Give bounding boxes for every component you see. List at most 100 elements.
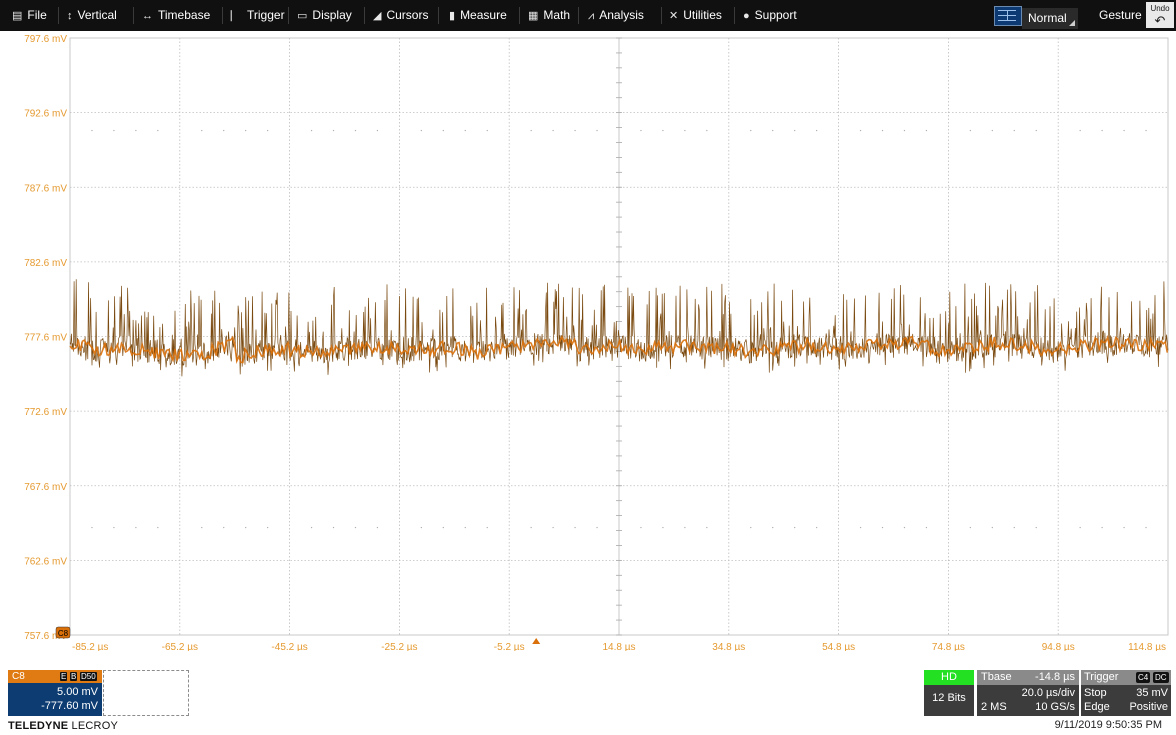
channel-c8-descriptor[interactable]: C8 E B D50 5.00 mV -777.60 mV <box>8 670 102 716</box>
menu-support[interactable]: ● Support <box>743 0 797 31</box>
trigger-icon: ⎸ <box>231 10 242 22</box>
grid-layout-button[interactable] <box>994 6 1022 26</box>
subgrid-dot <box>552 526 554 529</box>
subgrid-dot <box>772 129 774 132</box>
subgrid-dot <box>266 129 269 132</box>
menu-utilities[interactable]: ✕ Utilities <box>669 0 722 31</box>
subgrid-dot <box>442 129 445 132</box>
subgrid-dot <box>464 129 466 132</box>
menu-vertical-label: Vertical <box>77 8 117 22</box>
trigger-slope: Positive <box>1129 701 1168 713</box>
subgrid-dot <box>332 129 335 132</box>
gesture-button[interactable]: Gesture <box>1099 8 1142 22</box>
menu-trigger[interactable]: ⎸ Trigger <box>231 0 285 31</box>
subgrid-dot <box>684 526 686 529</box>
subgrid-dot <box>596 526 598 529</box>
subgrid-dot <box>772 526 774 529</box>
subgrid-dot <box>420 526 423 529</box>
menu-measure[interactable]: ▮ Measure <box>449 0 507 31</box>
waveform-trace-c8-core <box>69 334 1169 365</box>
subgrid-dot <box>596 129 598 132</box>
menu-bar: ▤ File ↕ Vertical ↔ Timebase ⎸ Trigger ▭ Disp… <box>0 0 1176 31</box>
document-icon: ▤ <box>12 10 23 22</box>
subgrid-dot <box>91 526 93 529</box>
menu-display[interactable]: ▭ Display <box>297 0 352 31</box>
subgrid-dot <box>662 129 664 132</box>
undo-label: Undo <box>1150 4 1170 13</box>
subgrid-dot <box>1013 526 1015 529</box>
empty-channel-slot[interactable] <box>103 670 189 716</box>
timebase-per-div: 20.0 µs/div <box>1021 687 1075 699</box>
timebase-descriptor[interactable]: Tbase -14.8 µs 20.0 µs/div 2 MS 10 GS/s <box>977 670 1079 716</box>
y-tick-label: 797.6 mV <box>24 34 67 45</box>
subgrid-dot <box>332 526 335 529</box>
x-tick-label: -25.2 µs <box>381 642 417 651</box>
channel-offset-marker <box>55 626 71 639</box>
trigger-source-badge: C4 <box>1136 672 1151 683</box>
display-icon: ▭ <box>297 10 308 22</box>
x-tick-label: 114.8 µs <box>1128 642 1166 651</box>
acquisition-resolution-descriptor[interactable]: HD 12 Bits <box>924 670 974 716</box>
y-tick-label: 777.6 mV <box>24 333 67 344</box>
x-tick-label: -85.2 µs <box>72 642 108 651</box>
y-tick-label: 757.6 mV <box>24 631 67 642</box>
tools-icon: ✕ <box>669 10 679 22</box>
menu-file-label: File <box>27 8 47 22</box>
subgrid-dot <box>486 526 488 529</box>
subgrid-dot <box>486 129 488 132</box>
subgrid-dot <box>574 129 576 132</box>
subgrid-dot <box>266 526 269 529</box>
trigger-mode-normal-button[interactable]: Normal <box>1022 8 1078 29</box>
menu-timebase[interactable]: ↔ Timebase <box>142 0 210 31</box>
hd-label: HD <box>924 670 974 685</box>
subgrid-dot <box>706 526 708 529</box>
subgrid-dot <box>552 129 554 132</box>
y-tick-label: 762.6 mV <box>24 556 67 567</box>
resolution-bits: 12 Bits <box>932 692 966 704</box>
subgrid-dot <box>157 129 159 132</box>
subgrid-dot <box>135 526 137 529</box>
trigger-descriptor[interactable]: Trigger C4 DC Stop 35 mV Edge Positive <box>1081 670 1171 716</box>
channel-header: C8 E B D50 <box>8 670 102 683</box>
waveform-grid[interactable]: 797.6 mV 792.6 mV 787.6 mV 782.6 mV 777.6 mV… <box>0 31 1176 651</box>
trigger-coupling-badge: DC <box>1153 672 1169 683</box>
x-tick-label: 74.8 µs <box>932 642 965 651</box>
trigger-type: Edge <box>1084 701 1110 713</box>
menu-math-label: Math <box>543 8 571 22</box>
menu-math[interactable]: ▦ Math <box>528 0 570 31</box>
subgrid-dot <box>91 129 93 132</box>
subgrid-dot <box>662 526 664 529</box>
corner-indicator-icon <box>1069 20 1075 26</box>
subgrid-dot <box>223 129 225 132</box>
menu-display-label: Display <box>312 8 352 22</box>
timebase-header <box>977 670 1079 685</box>
trigger-label: Trigger <box>1084 671 1119 683</box>
subgrid-dot <box>1035 526 1037 529</box>
subgrid-dot <box>1145 526 1147 529</box>
subgrid-dot <box>640 129 642 132</box>
trigger-position-marker <box>532 638 541 644</box>
subgrid-dot <box>1101 526 1103 529</box>
menu-timebase-label: Timebase <box>158 8 211 22</box>
menu-analysis[interactable]: ⩘ Analysis <box>588 0 644 31</box>
subgrid-dot <box>376 526 379 529</box>
menu-trigger-label: Trigger <box>247 8 285 22</box>
subgrid-dot <box>1035 129 1037 132</box>
menu-file[interactable]: ▤ File <box>12 0 47 31</box>
subgrid-dot <box>881 526 884 529</box>
x-tick-label: 34.8 µs <box>712 642 745 651</box>
y-tick-label: 767.6 mV <box>24 482 67 493</box>
menu-cursors[interactable]: ◢ Cursors <box>373 0 428 31</box>
subgrid-dot <box>376 129 379 132</box>
vertical-arrow-icon: ↕ <box>67 10 73 22</box>
subgrid-dot <box>903 526 906 529</box>
subgrid-dot <box>969 129 972 132</box>
subgrid-dot <box>1079 129 1081 132</box>
x-tick-label: 54.8 µs <box>822 642 855 651</box>
subgrid-dot <box>991 526 994 529</box>
undo-button[interactable]: Undo ↶ <box>1146 2 1174 28</box>
menu-vertical[interactable]: ↕ Vertical <box>67 0 117 31</box>
y-tick-label: 792.6 mV <box>24 109 67 120</box>
subgrid-dot <box>1123 129 1125 132</box>
y-tick-label: 787.6 mV <box>24 183 67 194</box>
